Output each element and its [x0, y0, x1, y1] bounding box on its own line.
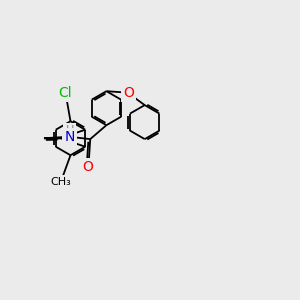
Text: H: H	[65, 125, 74, 135]
Text: CH₃: CH₃	[50, 177, 71, 187]
Text: O: O	[82, 160, 93, 174]
Text: N: N	[64, 130, 75, 144]
Text: Cl: Cl	[58, 86, 71, 100]
Text: O: O	[123, 86, 134, 100]
